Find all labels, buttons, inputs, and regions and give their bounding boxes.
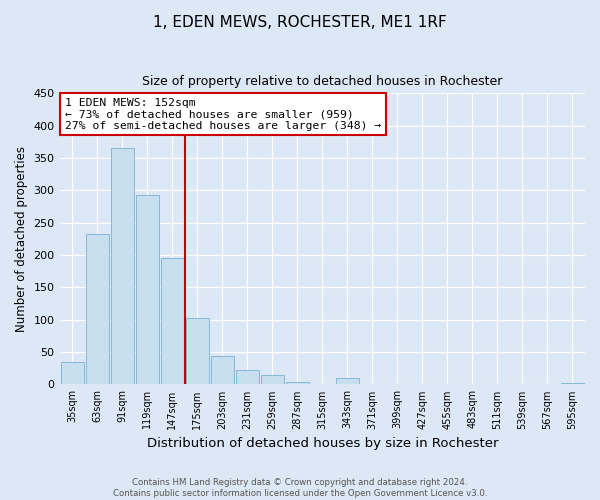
Text: 1 EDEN MEWS: 152sqm
← 73% of detached houses are smaller (959)
27% of semi-detac: 1 EDEN MEWS: 152sqm ← 73% of detached ho… (65, 98, 381, 131)
Bar (211, 356, 233, 384)
Bar (161, 258, 184, 384)
Title: Size of property relative to detached houses in Rochester: Size of property relative to detached ho… (142, 75, 502, 88)
Bar (286, 382, 309, 384)
Bar (261, 376, 284, 384)
Bar (136, 195, 158, 384)
X-axis label: Distribution of detached houses by size in Rochester: Distribution of detached houses by size … (146, 437, 498, 450)
Text: Contains HM Land Registry data © Crown copyright and database right 2024.
Contai: Contains HM Land Registry data © Crown c… (113, 478, 487, 498)
Bar (336, 378, 359, 384)
Text: 1, EDEN MEWS, ROCHESTER, ME1 1RF: 1, EDEN MEWS, ROCHESTER, ME1 1RF (153, 15, 447, 30)
Bar (561, 383, 584, 384)
Bar (236, 370, 259, 384)
Bar (86, 234, 109, 384)
Y-axis label: Number of detached properties: Number of detached properties (15, 146, 28, 332)
Bar (185, 318, 209, 384)
Bar (61, 362, 83, 384)
Bar (110, 148, 134, 384)
